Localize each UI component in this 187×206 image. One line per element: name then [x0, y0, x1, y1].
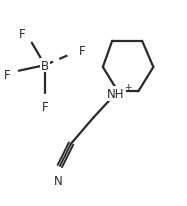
- Text: F: F: [79, 44, 86, 57]
- Text: F: F: [42, 100, 48, 113]
- Text: +: +: [124, 83, 132, 92]
- Text: N: N: [54, 174, 62, 187]
- Text: F: F: [4, 69, 11, 82]
- Text: B: B: [41, 59, 49, 72]
- Text: F: F: [19, 28, 26, 41]
- Text: NH: NH: [107, 87, 125, 100]
